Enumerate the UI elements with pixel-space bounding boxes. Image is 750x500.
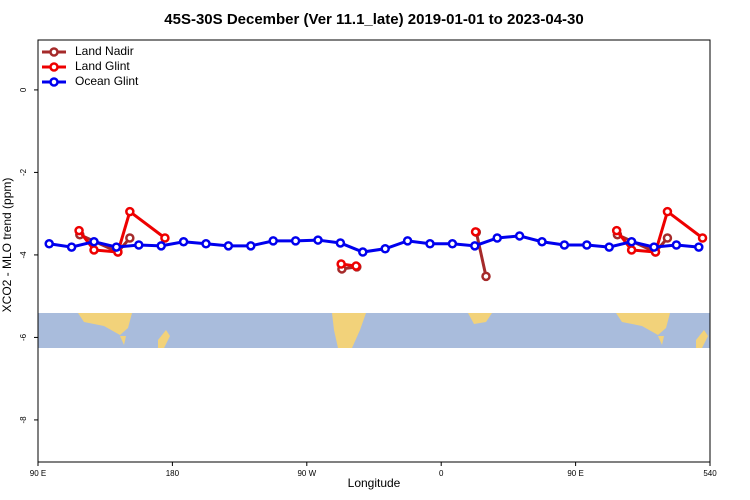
point	[125, 233, 135, 243]
y-tick-label: -6	[19, 333, 28, 341]
point	[336, 259, 346, 269]
point	[582, 240, 592, 250]
point	[626, 245, 637, 255]
point	[134, 240, 144, 250]
point	[178, 236, 189, 247]
x-tick-label: 540	[703, 469, 717, 478]
point	[125, 206, 135, 217]
point	[694, 242, 704, 252]
point	[160, 233, 170, 243]
map-band	[38, 313, 710, 348]
point	[537, 236, 547, 247]
legend-marker	[49, 47, 59, 57]
point	[380, 243, 390, 254]
point	[662, 233, 673, 243]
point	[74, 225, 84, 236]
point	[44, 239, 54, 249]
legend-marker	[49, 77, 59, 87]
point	[626, 236, 637, 247]
point	[470, 227, 481, 237]
point	[697, 233, 708, 243]
point	[425, 239, 435, 249]
point	[351, 261, 361, 271]
point	[201, 239, 211, 249]
x-tick-label: 0	[439, 469, 444, 478]
point	[402, 236, 413, 246]
y-tick-label: 0	[19, 87, 28, 92]
x-tick-label: 180	[166, 469, 180, 478]
point	[492, 233, 502, 243]
x-tick-label: 90 W	[297, 469, 316, 478]
x-axis-label: Longitude	[348, 476, 401, 490]
point	[481, 271, 491, 282]
x-tick-label: 90 E	[567, 469, 583, 478]
legend-marker	[49, 62, 59, 72]
y-tick-label: -4	[19, 251, 28, 259]
point	[447, 239, 458, 249]
legend-label: Land Nadir	[75, 44, 134, 58]
y-tick-label: -8	[19, 416, 28, 424]
point	[662, 206, 673, 217]
x-tick-label: 90 E	[30, 469, 46, 478]
y-axis-label: XCO2 - MLO trend (ppm)	[0, 178, 14, 313]
point	[89, 236, 99, 247]
point	[290, 236, 301, 246]
legend-label: Ocean Glint	[75, 74, 139, 88]
point	[671, 240, 682, 250]
y-tick-label: -2	[19, 168, 28, 176]
series-line	[77, 209, 704, 268]
point	[335, 238, 346, 248]
point	[649, 242, 659, 252]
point	[66, 242, 77, 252]
point	[559, 240, 570, 250]
point	[611, 225, 622, 236]
plot-frame	[37, 39, 711, 463]
point	[358, 247, 368, 257]
point	[514, 231, 525, 241]
point	[604, 242, 614, 252]
point	[223, 241, 234, 251]
point	[111, 242, 122, 252]
point	[268, 236, 278, 246]
point	[156, 241, 166, 251]
legend-label: Land Glint	[75, 59, 130, 73]
point	[89, 245, 99, 255]
point	[313, 235, 323, 245]
point	[470, 241, 480, 251]
point	[246, 241, 256, 251]
series-line	[48, 234, 699, 254]
chart-title: 45S-30S December (Ver 11.1_late) 2019-01…	[164, 11, 583, 28]
